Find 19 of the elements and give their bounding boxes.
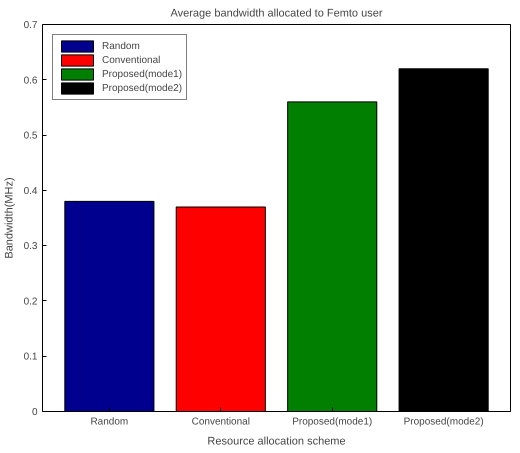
legend-label: Proposed(mode2) <box>102 82 182 95</box>
y-tick-label: 0.4 <box>24 186 38 197</box>
x-tick-label: Proposed(mode1) <box>292 416 372 428</box>
y-axis-title: Bandwidth(MHz) <box>4 177 16 259</box>
x-tick-label: Proposed(mode2) <box>404 416 484 428</box>
y-tick-label: 0.1 <box>24 352 38 363</box>
x-tick-label: Random <box>90 416 128 428</box>
chart-title: Average bandwidth allocated to Femto user <box>170 8 383 20</box>
x-tick-label: Conventional <box>192 416 250 428</box>
x-axis-title: Resource allocation scheme <box>207 436 346 448</box>
y-tick-label: 0.5 <box>24 130 38 142</box>
y-tick-label: 0.7 <box>24 20 38 31</box>
y-tick-label: 0 <box>32 407 38 418</box>
y-tick-label: 0.3 <box>24 241 38 252</box>
y-tick-label: 0.2 <box>24 296 38 308</box>
legend-label: Random <box>102 40 140 53</box>
y-tick-label: 0.6 <box>24 75 38 86</box>
legend-label: Conventional <box>102 54 160 67</box>
legend-label: Proposed(mode1) <box>102 68 182 81</box>
